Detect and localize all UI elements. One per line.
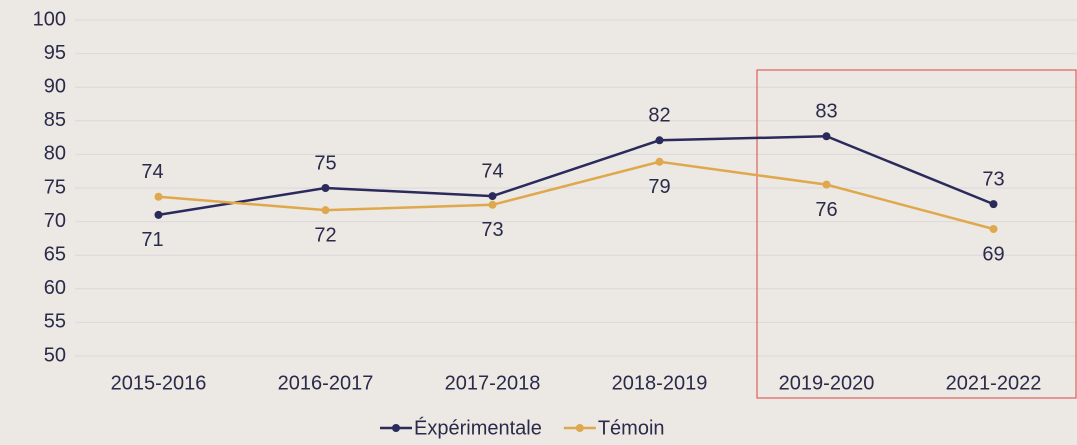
- data-label: 71: [141, 229, 163, 251]
- x-tick-label: 2018-2019: [612, 372, 708, 394]
- y-tick-label: 70: [44, 210, 66, 232]
- point: [989, 200, 998, 209]
- point: [989, 224, 998, 233]
- point: [655, 157, 664, 166]
- data-label: 69: [982, 243, 1004, 265]
- series-line: [158, 135, 994, 217]
- point: [154, 210, 163, 219]
- point: [321, 184, 330, 192]
- point: [321, 206, 330, 215]
- grid: [75, 19, 1077, 357]
- data-label: 73: [982, 168, 1004, 190]
- legend-marker: [392, 424, 400, 432]
- data-label: 82: [648, 105, 670, 127]
- point: [822, 132, 831, 141]
- point: [822, 180, 831, 189]
- x-tick-label: 2015-2016: [111, 372, 207, 394]
- point: [655, 136, 664, 145]
- y-tick-label: 100: [33, 8, 66, 30]
- data-label: 74: [141, 161, 163, 183]
- data-label: 83: [815, 101, 837, 123]
- point: [488, 192, 497, 201]
- y-tick-label: 60: [44, 277, 66, 299]
- point: [154, 192, 163, 201]
- series-line: [158, 160, 994, 231]
- data-label: 73: [481, 219, 503, 241]
- data-label: 79: [648, 176, 670, 198]
- y-tick-label: 90: [44, 75, 66, 97]
- x-tick-label: 2021-2022: [946, 372, 1042, 394]
- y-tick-label: 85: [44, 109, 66, 131]
- data-label: 76: [815, 199, 837, 221]
- y-tick-label: 80: [44, 143, 66, 165]
- x-tick-label: 2019-2020: [779, 372, 875, 394]
- legend: Éxpérimentale Témoin: [380, 416, 665, 439]
- x-tick-label: 2017-2018: [445, 372, 541, 394]
- legend-marker: [575, 424, 584, 432]
- data-label: 74: [481, 160, 503, 182]
- y-tick-label: 65: [44, 243, 66, 265]
- x-tick-label: 2016-2017: [278, 372, 374, 394]
- data-label: 72: [314, 224, 336, 246]
- y-tick-label: 95: [44, 42, 66, 64]
- data-label: 75: [314, 152, 336, 174]
- highlight-box: [756, 69, 1077, 399]
- y-tick-label: 75: [44, 176, 66, 198]
- legend-label: Témoin: [598, 417, 665, 439]
- point: [488, 200, 497, 209]
- legend-label: Éxpérimentale: [414, 416, 542, 439]
- y-tick-label: 50: [44, 344, 66, 366]
- y-tick-label: 55: [44, 311, 66, 333]
